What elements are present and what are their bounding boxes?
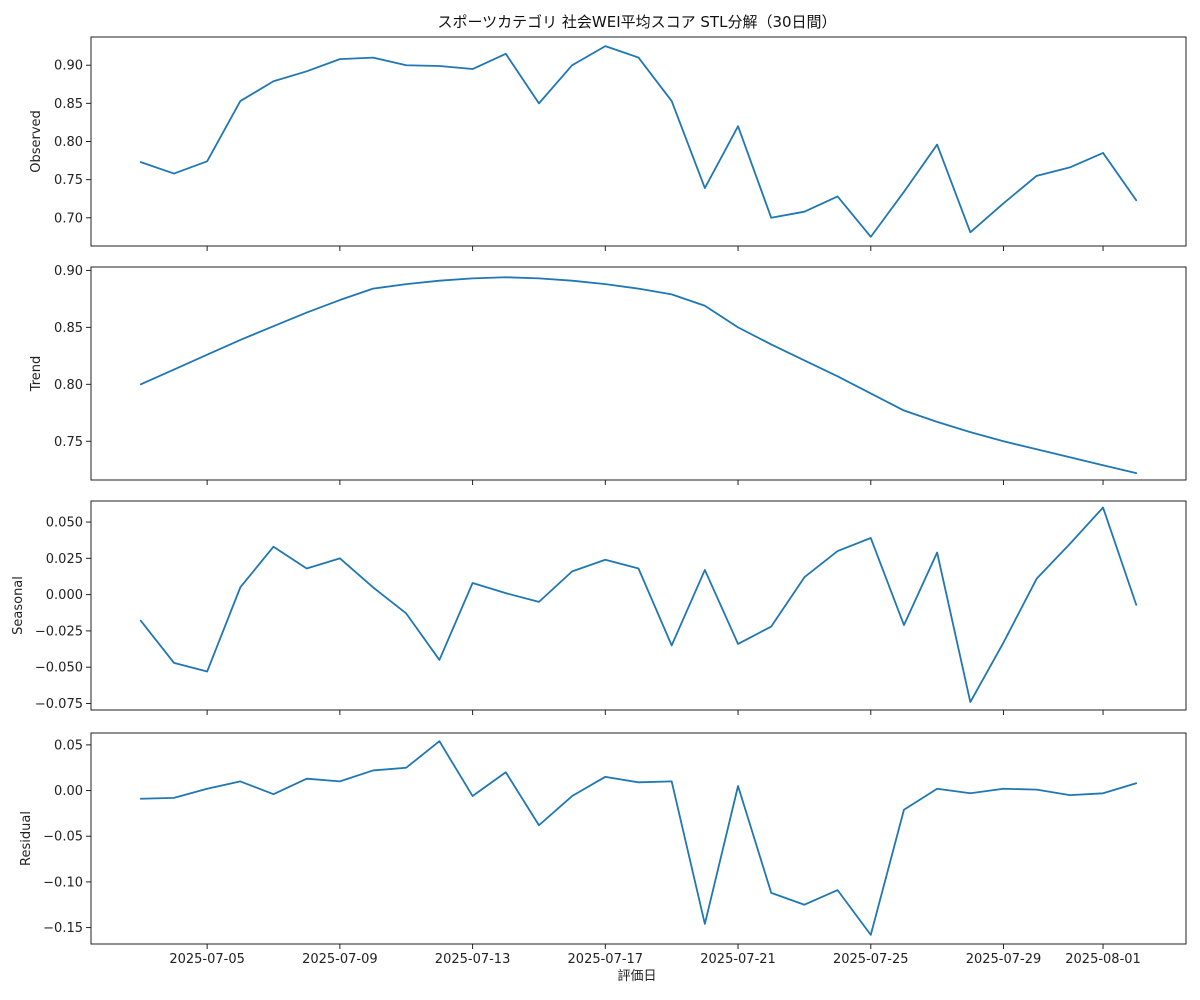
y-tick-label: 0.85 [54, 321, 83, 336]
y-tick-label: 0.85 [54, 97, 83, 112]
y-axis-title: Observed [29, 110, 44, 173]
panel-frame [90, 732, 1187, 945]
panel-frame [90, 36, 1187, 247]
y-tick-label: −0.05 [43, 830, 83, 845]
y-tick-label: 0.80 [54, 378, 83, 393]
x-tick-label: 2025-07-05 [169, 952, 245, 967]
x-tick-label: 2025-07-09 [302, 952, 378, 967]
x-tick-label: 2025-07-17 [568, 952, 644, 967]
panel-observed: 0.70 0.75 0.80 0.85 0.90 Observed [29, 36, 1187, 251]
x-tick-label: 2025-08-01 [1065, 952, 1141, 967]
y-tick-label: −0.15 [43, 921, 83, 936]
panel-frame [90, 500, 1187, 711]
x-tick-label: 2025-07-25 [833, 952, 909, 967]
panel-residual: −0.15 −0.10 −0.05 0.00 0.05 2025-07-05 2025-07… [19, 732, 1187, 967]
y-tick-label: 0.050 [46, 516, 83, 531]
panel-trend: 0.75 0.80 0.85 0.90 Trend [29, 264, 1187, 485]
y-tick-label: 0.000 [46, 588, 83, 603]
panel-frame [90, 266, 1187, 481]
y-tick-label: 0.75 [54, 173, 83, 188]
y-axis-title: Trend [29, 356, 44, 393]
y-tick-label: −0.050 [35, 661, 83, 676]
y-tick-label: −0.10 [43, 875, 83, 890]
x-tick-label: 2025-07-29 [966, 952, 1042, 967]
series-line-trend [139, 276, 1138, 475]
y-tick-label: 0.90 [54, 264, 83, 279]
y-tick-label: 0.00 [54, 784, 83, 799]
y-axis-title: Seasonal [11, 576, 26, 635]
chart-title: スポーツカテゴリ 社会WEI平均スコア STL分解（30日間） [437, 13, 836, 31]
y-tick-label: 0.75 [54, 435, 83, 450]
y-tick-label: −0.025 [35, 624, 83, 639]
y-tick-label: 0.80 [54, 135, 83, 150]
chart-panels: 0.70 0.75 0.80 0.85 0.90 Observed 0.75 0.80 0.85… [11, 36, 1187, 967]
series-line-seasonal [139, 506, 1138, 703]
series-line-residual [139, 740, 1138, 936]
y-tick-label: 0.025 [46, 552, 83, 567]
series-line-observed [139, 45, 1138, 238]
y-tick-label: −0.075 [35, 697, 83, 712]
x-tick-label: 2025-07-21 [700, 952, 776, 967]
y-axis-title: Residual [19, 811, 34, 866]
x-tick-label: 2025-07-13 [435, 952, 511, 967]
y-tick-label: 0.05 [54, 738, 83, 753]
panel-seasonal: −0.075 −0.050 −0.025 0.000 0.025 0.050 Seasona… [11, 500, 1187, 715]
y-tick-label: 0.90 [54, 59, 83, 74]
x-axis-title: 評価日 [617, 969, 656, 984]
y-tick-label: 0.70 [54, 211, 83, 226]
